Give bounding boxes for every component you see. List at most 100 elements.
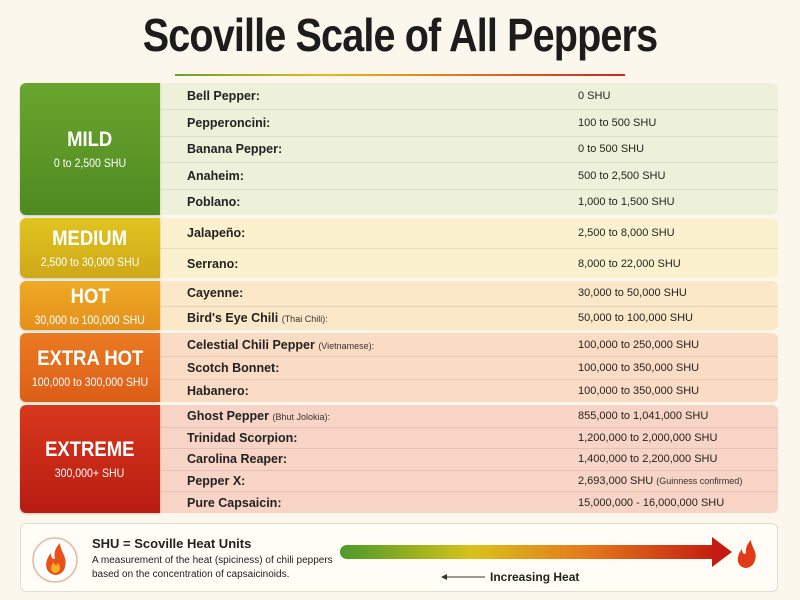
- pepper-name: Pepper X:: [187, 474, 245, 488]
- pepper-name: Banana Pepper:: [187, 142, 282, 156]
- shu-note: (Guinness confirmed): [656, 476, 743, 487]
- pepper-row: Trinidad Scorpion: 1,200,000 to 2,000,000…: [160, 426, 778, 449]
- pepper-name: Bell Pepper:: [187, 89, 260, 103]
- pepper-label: Serrano:: [187, 256, 239, 271]
- pepper-row: Jalapeño: 2,500 to 8,000 SHU: [160, 218, 778, 248]
- pepper-label: Anaheim:: [187, 168, 244, 183]
- pepper-row: Banana Pepper: 0 to 500 SHU: [160, 135, 778, 162]
- shu-text: 500 to 2,500 SHU: [578, 169, 666, 182]
- group-panel: [160, 281, 778, 330]
- group-range: 30,000 to 100,000 SHU: [34, 312, 146, 327]
- pepper-row: Bell Pepper: 0 SHU: [160, 83, 778, 109]
- group-panel: [160, 83, 778, 215]
- group-range: 100,000 to 300,000 SHU: [31, 374, 149, 389]
- pepper-name: Anaheim:: [187, 169, 244, 183]
- shu-text: 2,500 to 8,000 SHU: [578, 227, 675, 239]
- shu-text: 100,000 to 250,000 SHU: [578, 338, 700, 351]
- shu-text: 855,000 to 1,041,000 SHU: [578, 409, 709, 422]
- flame-inner: [51, 562, 60, 573]
- pepper-row: Pure Capsaicin: 15,000,000 - 16,000,000 S…: [160, 491, 778, 513]
- pepper-name: Scotch Bonnet:: [187, 361, 279, 375]
- pepper-name: Poblano:: [187, 195, 240, 209]
- pepper-row: Anaheim: 500 to 2,500 SHU: [160, 162, 778, 188]
- shu-text: 100 to 500 SHU: [578, 117, 657, 130]
- shu-value: 100,000 to 350,000 SHU: [578, 385, 699, 397]
- group-label: MEDIUM 2,500 to 30,000 SHU: [20, 218, 160, 278]
- pepper-label: Pepperoncini:: [187, 116, 271, 131]
- pepper-label: Jalapeño:: [187, 226, 246, 240]
- title: Scoville Scale of All Peppers: [142, 9, 658, 61]
- pepper-row: Serrano: 8,000 to 22,000 SHU: [160, 248, 778, 278]
- pepper-label: Bell Pepper:: [187, 89, 260, 104]
- pepper-name: Ghost Pepper (Bhut Jolokia):: [187, 409, 330, 423]
- pepper-row: Poblano: 1,000 to 1,500 SHU: [160, 188, 778, 215]
- pepper-label: Banana Pepper:: [187, 142, 283, 157]
- pepper-label: Pepper X:: [187, 474, 246, 489]
- pepper-label: Scotch Bonnet:: [187, 361, 280, 375]
- pepper-label: Cayenne:: [187, 286, 244, 301]
- pepper-name: Carolina Reaper:: [187, 452, 287, 466]
- group-label: HOT 30,000 to 100,000 SHU: [20, 281, 160, 330]
- shu-value: 855,000 to 1,041,000 SHU: [578, 410, 708, 422]
- group-label: EXTRA HOT 100,000 to 300,000 SHU: [20, 333, 160, 402]
- pepper-name: Serrano:: [187, 257, 238, 271]
- group-label: MILD 0 to 2,500 SHU: [20, 83, 160, 215]
- group-panel: [160, 218, 778, 278]
- shu-text: 0 SHU: [578, 90, 611, 103]
- group-panel: [160, 333, 778, 402]
- pepper-label: Celestial Chili Pepper: [187, 337, 315, 352]
- shu-value: 100,000 to 350,000 SHU: [578, 362, 699, 374]
- shu-value: 1,200,000 to 2,000,000 SHU: [578, 432, 717, 444]
- pepper-row: Pepperoncini: 100 to 500 SHU: [160, 109, 778, 135]
- pepper-note: (Vietnamese):: [318, 340, 375, 351]
- shu-value: 500 to 2,500 SHU: [578, 170, 665, 182]
- pepper-name: Bird's Eye Chili (Thai Chili):: [187, 311, 328, 325]
- pepper-name: Jalapeño:: [187, 226, 245, 240]
- pepper-name: Habanero:: [187, 384, 249, 398]
- pepper-label: Carolina Reaper:: [187, 452, 288, 467]
- shu-text: 1,000 to 1,500 SHU: [578, 196, 675, 209]
- flame-icon-end: [737, 540, 756, 568]
- pepper-row: Carolina Reaper: 1,400,000 to 2,200,000 S…: [160, 448, 778, 470]
- shu-value: 8,000 to 22,000 SHU: [578, 258, 681, 270]
- pepper-label: Ghost Pepper: [187, 408, 269, 423]
- shu-value: 0 to 500 SHU: [578, 143, 644, 155]
- pepper-name: Cayenne:: [187, 286, 243, 300]
- shu-text: 2,693,000 SHU: [578, 475, 654, 488]
- pepper-label: Poblano:: [187, 195, 241, 210]
- group-name: MEDIUM: [52, 227, 128, 250]
- pepper-name: Trinidad Scorpion:: [187, 431, 297, 445]
- shu-value: 15,000,000 - 16,000,000 SHU: [578, 497, 724, 509]
- pepper-label: Bird's Eye Chili: [187, 311, 279, 326]
- pepper-row: Scotch Bonnet: 100,000 to 350,000 SHU: [160, 356, 778, 379]
- group-name: MILD: [67, 128, 113, 151]
- shu-text: 1,200,000 to 2,000,000 SHU: [578, 431, 718, 444]
- shu-value: 50,000 to 100,000 SHU: [578, 312, 693, 324]
- group-name: EXTRA HOT: [36, 346, 144, 370]
- group-range: 0 to 2,500 SHU: [53, 156, 127, 170]
- pepper-row: Bird's Eye Chili (Thai Chili): 50,000 to …: [160, 305, 778, 331]
- heat-bar: [340, 545, 718, 559]
- shu-value: 1,400,000 to 2,200,000 SHU: [578, 453, 717, 465]
- shu-value: 2,500 to 8,000 SHU: [578, 227, 675, 239]
- group-panel: [160, 405, 778, 513]
- pepper-note: (Thai Chili):: [281, 314, 328, 325]
- shu-value: 2,693,000 SHU (Guinness confirmed): [578, 475, 742, 487]
- group-range: 2,500 to 30,000 SHU: [40, 255, 140, 269]
- shu-text: 0 to 500 SHU: [578, 143, 645, 156]
- arrow-label: Increasing Heat: [490, 570, 580, 584]
- shu-text: 30,000 to 50,000 SHU: [578, 287, 687, 300]
- pepper-label: Trinidad Scorpion:: [187, 430, 298, 445]
- shu-value: 30,000 to 50,000 SHU: [578, 287, 687, 299]
- title-rule: [175, 74, 625, 76]
- footer-graphics: [32, 537, 756, 583]
- pepper-label: Pure Capsaicin:: [187, 495, 282, 510]
- pepper-row: Cayenne: 30,000 to 50,000 SHU: [160, 281, 778, 306]
- pepper-label: Habanero:: [187, 384, 249, 398]
- shu-text: 8,000 to 22,000 SHU: [578, 257, 681, 270]
- shu-text: 100,000 to 350,000 SHU: [578, 362, 700, 374]
- pepper-name: Celestial Chili Pepper (Vietnamese):: [187, 338, 374, 352]
- footer-description: A measurement of the heat (spiciness) of…: [92, 555, 333, 566]
- pepper-name: Pepperoncini:: [187, 116, 270, 130]
